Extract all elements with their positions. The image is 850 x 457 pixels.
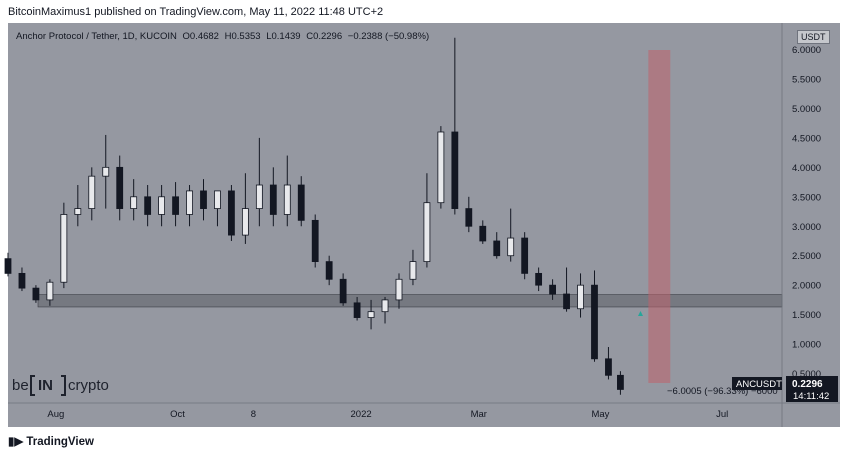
candle-body <box>102 166 110 177</box>
price-tag-bg <box>786 376 838 402</box>
x-tick-label: Oct <box>170 409 185 420</box>
candle-body <box>186 190 193 215</box>
candle-body <box>88 175 96 209</box>
candle-body <box>535 272 543 286</box>
measure-label: −6.0005 (−96.33%) −6000 <box>667 386 778 397</box>
y-tick-label: 4.0000 <box>792 163 821 174</box>
low-value: 0.1439 <box>271 31 301 42</box>
x-tick-label: Aug <box>47 409 64 420</box>
highlight-range <box>648 50 671 383</box>
candle-body <box>228 190 235 236</box>
candle-body <box>200 190 207 209</box>
buy-marker-icon <box>638 311 643 316</box>
candle-body <box>255 184 263 209</box>
x-tick-label: Jul <box>716 409 728 420</box>
y-tick-label: 5.5000 <box>792 74 821 85</box>
y-tick-label: 1.5000 <box>792 310 821 321</box>
candle-body <box>465 208 473 227</box>
candle-body <box>479 225 487 242</box>
candle-body <box>353 302 361 318</box>
candle-body <box>617 374 624 390</box>
candle-body <box>577 284 584 310</box>
candle-body <box>130 196 138 209</box>
symbol-legend: Anchor Protocol / Tether, 1D, KUCOIN O0.… <box>16 31 429 42</box>
y-tick-label: 2.0000 <box>792 281 821 292</box>
open-value: 0.4682 <box>189 31 219 42</box>
watermark-left: be <box>12 377 29 394</box>
price-tag-countdown: 14:11:42 <box>793 391 829 402</box>
candle-body <box>507 237 515 257</box>
tradingview-mark-icon: ▮▶ <box>8 436 24 448</box>
x-tick-label: 8 <box>251 409 256 420</box>
candle-body <box>32 287 40 301</box>
candle-body <box>172 196 179 215</box>
candle-body <box>297 184 305 221</box>
candle-body <box>144 196 152 215</box>
y-tick-label: 2.5000 <box>792 251 821 262</box>
candle-body <box>339 278 347 304</box>
candle-body <box>158 196 166 215</box>
tradingview-brand-label: TradingView <box>26 436 94 448</box>
candle-body <box>591 284 598 360</box>
y-tick-label: 0.5000 <box>792 369 821 380</box>
candle-body <box>116 166 124 209</box>
candle-body <box>60 214 68 283</box>
candle-body <box>74 208 82 215</box>
open-label: O <box>182 31 190 42</box>
publish-info: BitcoinMaximus1 published on TradingView… <box>8 6 384 18</box>
candle-body <box>311 219 319 263</box>
candle-body <box>605 358 612 376</box>
candle-body <box>395 278 403 301</box>
candle-body <box>325 261 333 280</box>
symbol-tag-bg <box>732 377 782 390</box>
y-tick-label: 5.0000 <box>792 104 821 115</box>
candle-body <box>367 311 375 318</box>
x-tick-label: 2022 <box>351 409 372 420</box>
currency-badge[interactable]: USDT <box>797 30 830 44</box>
x-tick-label: Mar <box>471 409 487 420</box>
candle-body <box>549 284 556 295</box>
candle-body <box>521 237 529 274</box>
candle-body <box>283 184 291 215</box>
candle-body <box>493 240 501 257</box>
support-zone <box>37 294 783 308</box>
change-value: −0.2388 (−50.98%) <box>347 31 430 42</box>
y-tick-label: 3.5000 <box>792 192 821 203</box>
candle-body <box>4 258 12 274</box>
candle-body <box>46 281 54 301</box>
low-label: L <box>266 31 272 42</box>
close-label: C <box>306 31 314 42</box>
candle-body <box>563 293 570 310</box>
y-tick-label: 4.5000 <box>792 133 821 144</box>
candle-body <box>18 272 26 289</box>
y-tick-label: 6.0000 <box>792 45 821 56</box>
candle-body <box>451 131 459 209</box>
symbol-tag: ANCUSDT <box>736 379 782 390</box>
y-tick-label: 3.0000 <box>792 222 821 233</box>
y-tick-label: 1.0000 <box>792 340 821 351</box>
price-tag-value: 0.2296 <box>792 379 823 390</box>
candle-body <box>241 208 249 236</box>
symbol-name: Anchor Protocol / Tether, 1D, KUCOIN <box>16 31 177 42</box>
high-value: 0.5353 <box>231 31 261 42</box>
candle-body <box>423 202 431 263</box>
x-tick-label: May <box>591 409 609 420</box>
candle-body <box>269 184 277 215</box>
watermark-bracket-icon <box>30 375 66 396</box>
candle-body <box>409 261 417 280</box>
candle-body <box>437 131 445 204</box>
high-label: H <box>224 31 232 42</box>
close-value: 0.2296 <box>313 31 343 42</box>
tradingview-logo: ▮▶ TradingView <box>8 434 94 448</box>
candle-body <box>381 299 389 313</box>
watermark-right: crypto <box>68 377 109 394</box>
candle-body <box>214 190 221 209</box>
watermark-mid: IN <box>38 377 53 394</box>
